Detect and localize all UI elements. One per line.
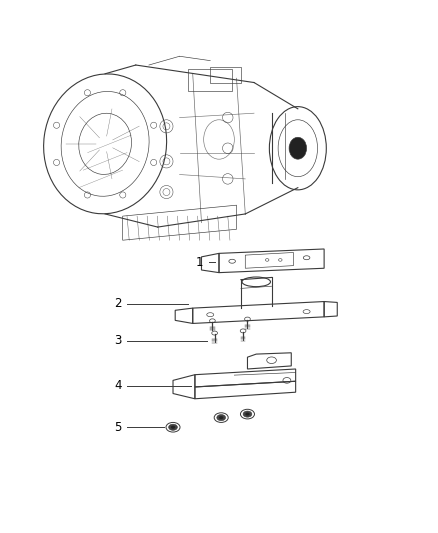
Ellipse shape	[217, 415, 226, 421]
Text: 5: 5	[114, 421, 122, 434]
Text: 2: 2	[114, 297, 122, 310]
Ellipse shape	[245, 413, 250, 416]
Text: 4: 4	[114, 379, 122, 392]
Ellipse shape	[169, 424, 177, 430]
Ellipse shape	[289, 138, 307, 159]
Ellipse shape	[219, 416, 223, 419]
Ellipse shape	[171, 426, 175, 429]
Ellipse shape	[243, 411, 252, 417]
Text: 3: 3	[114, 335, 122, 348]
Text: 1: 1	[196, 256, 204, 269]
